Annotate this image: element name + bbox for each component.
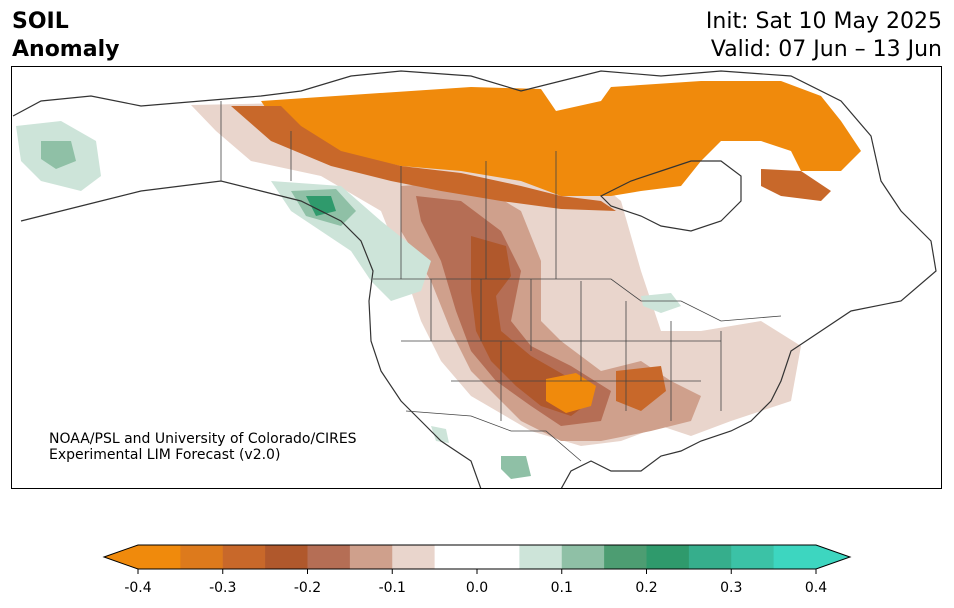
wet-anomaly-great-lakes	[641, 293, 681, 313]
wet-anomaly-mexico	[501, 456, 531, 479]
credit-line-1: NOAA/PSL and University of Colorado/CIRE…	[49, 431, 357, 447]
dry-anomaly-canada-fringe	[231, 106, 616, 211]
colorbar-segment	[561, 545, 605, 569]
title-line-2: Anomaly	[12, 37, 120, 62]
colorbar-tick-label: 0.4	[805, 580, 827, 596]
colorbar-segment	[392, 545, 436, 569]
forecast-dates: Init: Sat 10 May 2025 Valid: 07 Jun – 13…	[706, 8, 942, 64]
dry-anomaly-quebec	[761, 169, 831, 201]
colorbar-segment	[307, 545, 351, 569]
dry-anomaly-medium	[416, 196, 611, 426]
colorbar-tick-label: -0.4	[124, 580, 151, 596]
colorbar-segment	[731, 545, 775, 569]
init-date-label: Init: Sat 10 May 2025	[705, 9, 942, 34]
colorbar-segment	[519, 545, 563, 569]
colorbar-segment	[688, 545, 732, 569]
colorbar-segment	[646, 545, 690, 569]
colorbar-segment	[265, 545, 308, 569]
dry-anomaly-canada-north	[261, 81, 861, 196]
colorbar-extend-max	[816, 545, 850, 569]
map-title: SOIL Anomaly	[12, 8, 119, 64]
dry-anomaly-core	[546, 373, 596, 413]
colorbar-ticks: -0.4 -0.3 -0.2 -0.1 0.0 0.1 0.2 0.3 0.4	[124, 569, 827, 596]
us-canada-border	[373, 278, 782, 322]
colorbar-tick-label: 0.3	[720, 580, 742, 596]
valid-date-label: Valid: 07 Jun – 13 Jun	[710, 37, 942, 62]
wet-anomaly-layer	[16, 121, 681, 479]
north-america-coastline	[12, 70, 937, 488]
colorbar-tick-label: -0.3	[209, 580, 236, 596]
title-line-1: SOIL	[12, 9, 69, 34]
wet-anomaly-baja	[431, 426, 449, 443]
colorbar-segment	[604, 545, 647, 569]
colorbar-tick-label: -0.1	[379, 580, 406, 596]
hudson-bay-coastline	[599, 160, 742, 232]
colorbar-segment	[434, 545, 478, 569]
wet-anomaly-northwest-core	[306, 196, 336, 216]
colorbar-tick-label: 0.1	[551, 580, 573, 596]
colorbar-segment	[477, 545, 520, 569]
dry-anomaly-southeast	[616, 366, 666, 411]
colorbar-extend-min	[104, 545, 138, 569]
colorbar-segment	[222, 545, 266, 569]
colorbar-segment	[138, 545, 181, 569]
us-mexico-border	[405, 410, 582, 462]
state-boundaries	[220, 101, 782, 462]
colorbar-tick-label: -0.2	[294, 580, 321, 596]
colorbar-tick-label: 0.2	[635, 580, 657, 596]
credit-line-2: Experimental LIM Forecast (v2.0)	[49, 447, 281, 463]
anomaly-map	[12, 70, 937, 488]
coastlines	[12, 70, 937, 488]
colorbar-segment	[773, 545, 817, 569]
interior-borders	[220, 101, 722, 421]
colorbar-segment	[180, 545, 224, 569]
attribution: NOAA/PSL and University of Colorado/CIRE…	[49, 431, 357, 463]
wet-anomaly-alaska-core	[41, 141, 76, 169]
colorbar-segment	[349, 545, 393, 569]
map-panel	[11, 66, 942, 489]
colorbar-segments	[102, 544, 852, 570]
colorbar-tick-label: 0.0	[466, 580, 488, 596]
